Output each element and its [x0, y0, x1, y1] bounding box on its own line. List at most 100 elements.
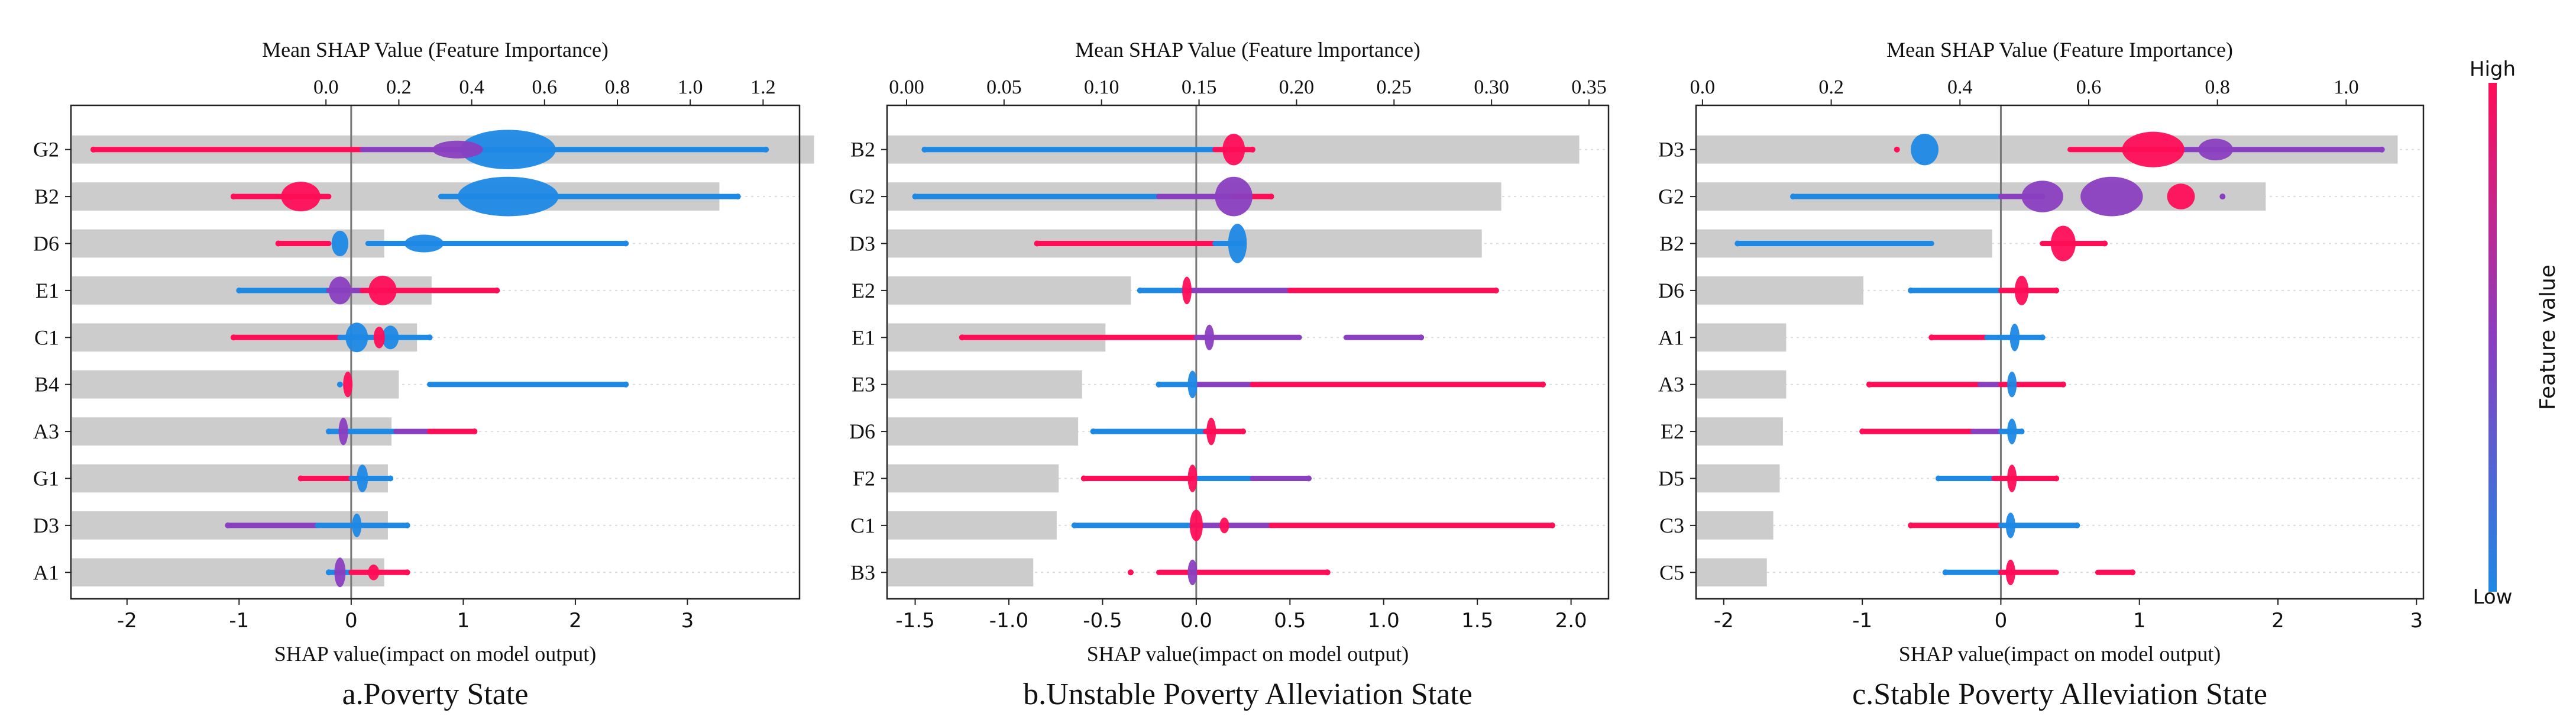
shap-dot: [1928, 334, 1935, 341]
shap-dot: [404, 569, 410, 576]
shap-cluster: [1189, 509, 1203, 541]
shap-dot: [297, 475, 304, 482]
top-tick-label: 0.20: [1279, 76, 1315, 98]
top-tick-label: 1.0: [2334, 76, 2359, 98]
bottom-tick-label: -1.5: [895, 609, 934, 633]
shap-dot: [275, 240, 281, 247]
bottom-axis-title: SHAP value(impact on model output): [1087, 642, 1409, 666]
feature-label: D6: [849, 420, 875, 443]
shap-dot: [2219, 193, 2226, 200]
shap-dot: [2039, 334, 2046, 341]
shap-dot: [1034, 240, 1040, 247]
shap-dot: [2102, 240, 2108, 247]
bottom-tick-label: 1: [2133, 609, 2146, 633]
feature-label: D3: [33, 514, 59, 537]
shap-cluster: [352, 513, 362, 537]
importance-bar: [888, 464, 1059, 493]
feature-label: A3: [1658, 373, 1684, 396]
shap-cluster: [1222, 134, 1245, 166]
shap-cluster: [1228, 224, 1247, 263]
shap-dot: [1127, 569, 1134, 576]
shap-dot: [2074, 522, 2080, 528]
shap-cluster: [2005, 512, 2015, 538]
shap-dot: [2060, 381, 2066, 388]
top-tick-label: 1.2: [750, 76, 776, 98]
feature-label: C3: [1659, 514, 1684, 537]
panel-2: B2 G2 D3 E2 E1 E3 D6 F2 C1 B3 0.00 0.05 0.10 0.15 0.20…: [849, 38, 1610, 711]
feature-label: E1: [35, 279, 59, 302]
top-tick-label: 0.6: [532, 76, 558, 98]
shap-cluster: [357, 465, 368, 492]
plot-frame: [1695, 104, 2425, 600]
top-tick-label: 1.0: [678, 76, 703, 98]
colorbar-title: Feature value: [2536, 265, 2560, 410]
shap-dot: [230, 193, 237, 200]
importance-bar: [1697, 511, 1774, 540]
top-tick-label: 0.4: [459, 76, 484, 98]
shap-dot: [623, 240, 629, 247]
top-tick-label: 0.00: [889, 76, 924, 98]
shap-dot: [1156, 381, 1162, 388]
importance-bar: [1697, 417, 1783, 446]
shap-cluster: [1911, 134, 1939, 166]
bottom-tick-label: 1: [457, 609, 470, 633]
importance-bar: [888, 276, 1131, 305]
importance-bar: [888, 511, 1057, 540]
shap-dot: [1249, 146, 1255, 153]
shap-dot: [734, 193, 741, 200]
top-tick-label: 0.25: [1377, 76, 1412, 98]
shap-cluster: [381, 325, 399, 350]
shap-dot: [471, 428, 478, 435]
shap-dot: [494, 287, 500, 294]
top-tick-label: 0.35: [1571, 76, 1607, 98]
importance-bar: [1697, 276, 1864, 305]
shap-cluster: [373, 326, 385, 349]
shap-dot: [2053, 287, 2060, 294]
shap-cluster: [1187, 559, 1198, 585]
shap-dot: [1936, 475, 1941, 482]
importance-bar: [1697, 558, 1767, 587]
shap-dot: [325, 569, 332, 576]
shap-cluster: [2021, 180, 2063, 212]
feature-label: E3: [852, 373, 875, 396]
shap-cluster: [338, 417, 348, 446]
top-axis-title: Mean SHAP Value (Feature Importance): [1886, 38, 2233, 62]
bottom-tick-label: -2: [1714, 609, 1734, 633]
shap-dot: [1859, 428, 1866, 435]
bottom-tick-label: 0: [1995, 609, 2008, 633]
shap-cluster: [2014, 275, 2029, 305]
bottom-axis-title: SHAP value(impact on model output): [274, 642, 597, 666]
feature-label: G2: [33, 138, 59, 162]
panel-caption: c.Stable Poverty Alleviation State: [1852, 678, 2267, 711]
shap-dot: [2053, 475, 2060, 482]
shap-dot: [1324, 569, 1331, 576]
bottom-tick-label: 1.0: [1368, 609, 1400, 633]
shap-dot: [1866, 381, 1872, 388]
feature-label: B4: [34, 373, 59, 396]
shap-cluster: [457, 176, 559, 217]
feature-label: E2: [852, 279, 875, 302]
shap-cluster: [2198, 138, 2233, 161]
shap-cluster: [2167, 183, 2195, 209]
shap-cluster: [1219, 517, 1229, 534]
shap-dot: [2018, 428, 2025, 435]
shap-dot: [763, 146, 769, 153]
feature-label: A1: [33, 560, 59, 584]
colorbar: High Low Feature value: [2470, 57, 2560, 609]
shap-cluster: [343, 372, 353, 398]
shap-dot: [387, 475, 394, 482]
shap-dot: [912, 193, 918, 200]
plot-frame: [70, 104, 801, 600]
bottom-tick-label: 2.0: [1555, 609, 1587, 633]
shap-dot: [404, 522, 410, 528]
feature-label: F2: [853, 467, 875, 491]
importance-bar: [888, 558, 1034, 587]
shap-dot: [230, 334, 237, 341]
shap-dot: [426, 334, 433, 341]
importance-bar: [1697, 370, 1787, 399]
bottom-tick-label: -1: [229, 609, 249, 633]
bottom-tick-label: 0.5: [1274, 609, 1306, 633]
shap-cluster: [2007, 418, 2017, 444]
panel-caption: b.Unstable Poverty Alleviation State: [1023, 678, 1473, 711]
shap-cluster: [2007, 465, 2017, 492]
